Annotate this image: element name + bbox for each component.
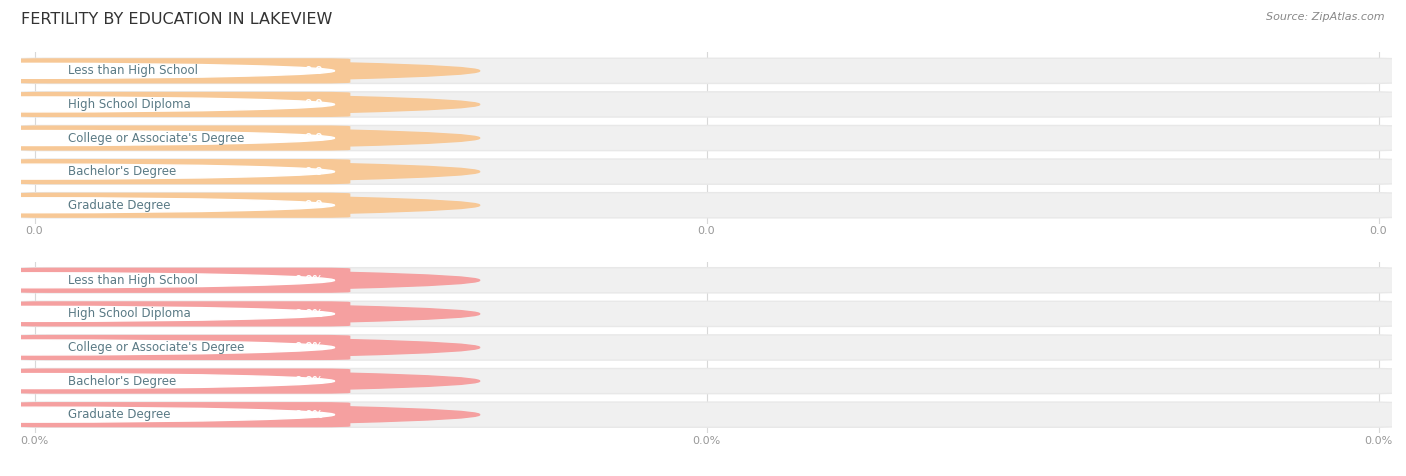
Text: 0.0: 0.0 bbox=[305, 167, 323, 177]
Circle shape bbox=[0, 303, 479, 325]
Circle shape bbox=[0, 127, 479, 149]
FancyBboxPatch shape bbox=[14, 402, 1399, 427]
Text: 0.0%: 0.0% bbox=[294, 342, 323, 353]
FancyBboxPatch shape bbox=[14, 193, 350, 218]
Text: 0.0%: 0.0% bbox=[294, 275, 323, 285]
Text: 0.0: 0.0 bbox=[305, 66, 323, 76]
FancyBboxPatch shape bbox=[14, 126, 350, 150]
Text: College or Associate's Degree: College or Associate's Degree bbox=[67, 131, 245, 145]
Circle shape bbox=[0, 198, 335, 213]
Circle shape bbox=[0, 269, 479, 291]
Circle shape bbox=[0, 63, 335, 79]
Text: Bachelor's Degree: Bachelor's Degree bbox=[67, 375, 176, 387]
FancyBboxPatch shape bbox=[14, 92, 1399, 117]
Text: High School Diploma: High School Diploma bbox=[67, 98, 191, 111]
Text: Bachelor's Degree: Bachelor's Degree bbox=[67, 165, 176, 178]
Text: 0.0%: 0.0% bbox=[294, 410, 323, 420]
Text: 0.0: 0.0 bbox=[305, 133, 323, 143]
Circle shape bbox=[0, 60, 479, 82]
Circle shape bbox=[0, 164, 335, 179]
Circle shape bbox=[0, 97, 335, 112]
Circle shape bbox=[0, 194, 479, 217]
FancyBboxPatch shape bbox=[14, 92, 350, 117]
Text: FERTILITY BY EDUCATION IN LAKEVIEW: FERTILITY BY EDUCATION IN LAKEVIEW bbox=[21, 12, 332, 27]
FancyBboxPatch shape bbox=[14, 335, 1399, 360]
Circle shape bbox=[0, 130, 335, 146]
FancyBboxPatch shape bbox=[14, 301, 1399, 327]
FancyBboxPatch shape bbox=[14, 268, 350, 293]
Text: Graduate Degree: Graduate Degree bbox=[67, 199, 170, 212]
FancyBboxPatch shape bbox=[14, 368, 350, 394]
Text: Source: ZipAtlas.com: Source: ZipAtlas.com bbox=[1267, 12, 1385, 22]
Circle shape bbox=[0, 407, 335, 422]
FancyBboxPatch shape bbox=[14, 335, 350, 360]
Circle shape bbox=[0, 374, 335, 388]
Text: 0.0%: 0.0% bbox=[294, 309, 323, 319]
FancyBboxPatch shape bbox=[14, 268, 1399, 293]
FancyBboxPatch shape bbox=[14, 58, 1399, 83]
FancyBboxPatch shape bbox=[14, 368, 1399, 394]
Circle shape bbox=[0, 273, 335, 288]
FancyBboxPatch shape bbox=[14, 159, 1399, 184]
FancyBboxPatch shape bbox=[14, 193, 1399, 218]
Circle shape bbox=[0, 307, 335, 321]
Circle shape bbox=[0, 370, 479, 392]
Text: Less than High School: Less than High School bbox=[67, 274, 198, 287]
Text: High School Diploma: High School Diploma bbox=[67, 307, 191, 320]
Text: College or Associate's Degree: College or Associate's Degree bbox=[67, 341, 245, 354]
FancyBboxPatch shape bbox=[14, 159, 350, 184]
Text: Graduate Degree: Graduate Degree bbox=[67, 408, 170, 421]
FancyBboxPatch shape bbox=[14, 126, 1399, 150]
Circle shape bbox=[0, 404, 479, 426]
Text: 0.0: 0.0 bbox=[305, 99, 323, 109]
Text: 0.0: 0.0 bbox=[305, 200, 323, 210]
Text: 0.0%: 0.0% bbox=[294, 376, 323, 386]
FancyBboxPatch shape bbox=[14, 301, 350, 327]
FancyBboxPatch shape bbox=[14, 402, 350, 427]
Circle shape bbox=[0, 340, 335, 355]
FancyBboxPatch shape bbox=[14, 58, 350, 83]
Circle shape bbox=[0, 337, 479, 358]
Circle shape bbox=[0, 160, 479, 183]
Circle shape bbox=[0, 93, 479, 116]
Text: Less than High School: Less than High School bbox=[67, 64, 198, 77]
